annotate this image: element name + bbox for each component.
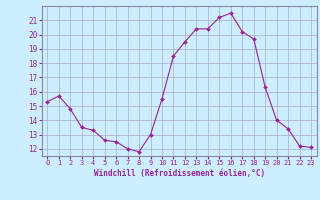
- X-axis label: Windchill (Refroidissement éolien,°C): Windchill (Refroidissement éolien,°C): [94, 169, 265, 178]
